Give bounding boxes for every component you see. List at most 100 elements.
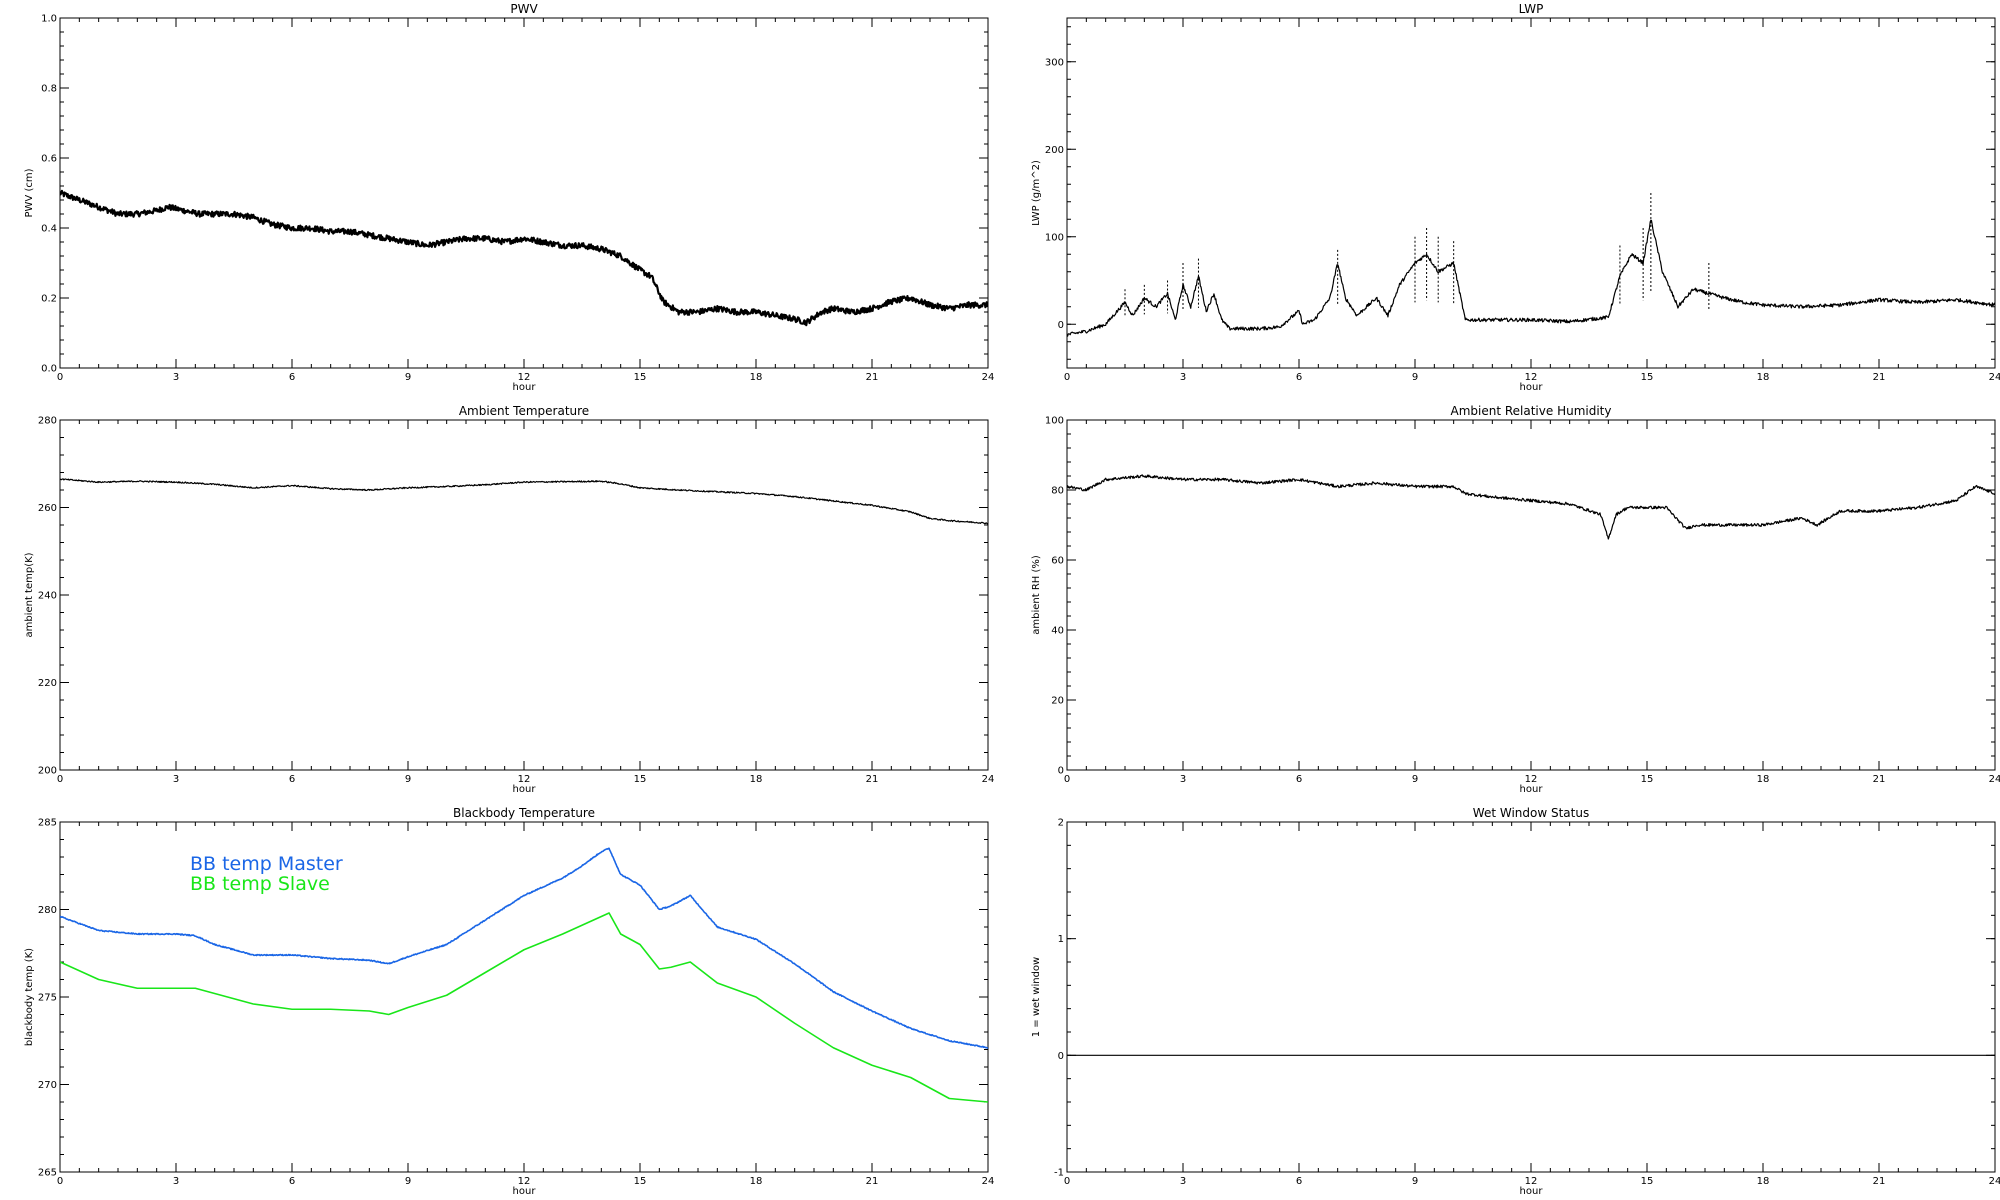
y-tick-label: 0.0 bbox=[41, 364, 57, 375]
x-tick-label: 6 bbox=[289, 774, 295, 785]
x-tick-label: 12 bbox=[1525, 1176, 1538, 1187]
series-line-pwv-0 bbox=[60, 189, 988, 327]
x-tick-label: 18 bbox=[750, 372, 763, 383]
y-tick-label: 40 bbox=[1051, 626, 1064, 637]
x-tick-label: 3 bbox=[1180, 372, 1186, 383]
x-tick-label: 18 bbox=[1757, 1176, 1770, 1187]
y-axis-label: ambient RH (%) bbox=[1031, 555, 1042, 635]
x-tick-label: 3 bbox=[1180, 774, 1186, 785]
x-tick-label: 3 bbox=[1180, 1176, 1186, 1187]
x-tick-label: 24 bbox=[1989, 1176, 2000, 1187]
chart-title: Blackbody Temperature bbox=[453, 806, 595, 820]
x-tick-label: 9 bbox=[1412, 1176, 1418, 1187]
x-tick-label: 24 bbox=[1989, 774, 2000, 785]
y-tick-label: 2 bbox=[1058, 818, 1064, 829]
y-tick-label: -1 bbox=[1054, 1168, 1064, 1179]
y-tick-label: 0.6 bbox=[41, 154, 57, 165]
x-axis-label: hour bbox=[513, 1186, 537, 1197]
plot-frame bbox=[59, 419, 989, 771]
chart-panel-ambient-temp: Ambient Temperature 0 3 6 9 12 15 18 21 24 hour 200… bbox=[24, 404, 994, 795]
x-tick-label: 12 bbox=[518, 1176, 531, 1187]
x-axis-label: hour bbox=[513, 382, 537, 393]
chart-title: Ambient Relative Humidity bbox=[1451, 404, 1612, 418]
plot-area bbox=[60, 478, 988, 525]
y-tick-label: 0.2 bbox=[41, 294, 57, 305]
plot-frame bbox=[59, 17, 989, 369]
x-tick-label: 0 bbox=[57, 1176, 63, 1187]
x-tick-label: 9 bbox=[1412, 372, 1418, 383]
chart-panel-lwp: LWP 0 3 6 9 12 15 18 21 24 hour 0 100 200 300 LWP (g/m^… bbox=[1031, 2, 2000, 393]
legend-entry: BB temp Slave bbox=[190, 873, 330, 895]
x-tick-label: 15 bbox=[1641, 774, 1654, 785]
plot-frame bbox=[1066, 17, 1996, 369]
series-line-bb-temp-1 bbox=[60, 912, 988, 1103]
x-tick-label: 9 bbox=[405, 1176, 411, 1187]
x-tick-label: 0 bbox=[1064, 1176, 1070, 1187]
y-tick-label: 260 bbox=[38, 503, 57, 514]
x-tick-label: 9 bbox=[1412, 774, 1418, 785]
y-tick-label: 20 bbox=[1051, 696, 1064, 707]
x-axis-label: hour bbox=[513, 784, 537, 795]
x-tick-label: 15 bbox=[634, 1176, 647, 1187]
y-tick-label: 280 bbox=[38, 416, 57, 427]
y-tick-label: 200 bbox=[38, 766, 57, 777]
plot-area bbox=[60, 847, 988, 1103]
x-tick-label: 24 bbox=[1989, 372, 2000, 383]
x-tick-label: 0 bbox=[1064, 372, 1070, 383]
series-line-bb-temp-0 bbox=[60, 847, 988, 1049]
series-line-ambient-temp-0 bbox=[60, 478, 988, 525]
x-tick-label: 24 bbox=[982, 1176, 995, 1187]
x-tick-label: 0 bbox=[1064, 774, 1070, 785]
x-tick-label: 24 bbox=[982, 774, 995, 785]
y-tick-label: 0.8 bbox=[41, 84, 57, 95]
x-tick-label: 12 bbox=[1525, 372, 1538, 383]
x-tick-label: 15 bbox=[1641, 372, 1654, 383]
x-tick-label: 15 bbox=[634, 774, 647, 785]
x-tick-label: 3 bbox=[173, 1176, 179, 1187]
x-tick-label: 24 bbox=[982, 372, 995, 383]
x-tick-label: 6 bbox=[1296, 1176, 1302, 1187]
plot-frame bbox=[1066, 419, 1996, 771]
x-tick-label: 21 bbox=[866, 774, 879, 785]
x-tick-label: 12 bbox=[518, 372, 531, 383]
x-tick-label: 12 bbox=[518, 774, 531, 785]
y-tick-label: 240 bbox=[38, 591, 57, 602]
chart-title: Ambient Temperature bbox=[459, 404, 589, 418]
y-tick-label: 100 bbox=[1045, 232, 1064, 243]
x-tick-label: 21 bbox=[1873, 372, 1886, 383]
y-tick-label: 80 bbox=[1051, 486, 1064, 497]
x-axis-label: hour bbox=[1520, 784, 1544, 795]
plot-area bbox=[1067, 474, 1995, 540]
y-tick-label: 100 bbox=[1045, 416, 1064, 427]
x-tick-label: 9 bbox=[405, 774, 411, 785]
y-tick-label: 0 bbox=[1058, 1051, 1064, 1062]
x-tick-label: 6 bbox=[289, 1176, 295, 1187]
y-tick-label: 285 bbox=[38, 818, 57, 829]
x-tick-label: 15 bbox=[634, 372, 647, 383]
plot-area bbox=[1067, 193, 1995, 337]
x-axis-label: hour bbox=[1520, 1186, 1544, 1197]
y-tick-label: 0.4 bbox=[41, 224, 57, 235]
x-tick-label: 21 bbox=[1873, 774, 1886, 785]
y-tick-label: 60 bbox=[1051, 556, 1064, 567]
x-tick-label: 6 bbox=[289, 372, 295, 383]
x-tick-label: 6 bbox=[1296, 774, 1302, 785]
x-tick-label: 18 bbox=[1757, 372, 1770, 383]
x-tick-label: 6 bbox=[1296, 372, 1302, 383]
chart-title: Wet Window Status bbox=[1473, 806, 1589, 820]
y-tick-label: 300 bbox=[1045, 57, 1064, 68]
series-line-ambient-rh-0 bbox=[1067, 474, 1995, 540]
y-axis-label: LWP (g/m^2) bbox=[1031, 160, 1042, 226]
x-tick-label: 18 bbox=[750, 1176, 763, 1187]
y-tick-label: 275 bbox=[38, 993, 57, 1004]
y-tick-label: 280 bbox=[38, 905, 57, 916]
x-tick-label: 21 bbox=[1873, 1176, 1886, 1187]
series-line-lwp-0 bbox=[1067, 219, 1995, 337]
x-tick-label: 18 bbox=[1757, 774, 1770, 785]
chart-panel-pwv: PWV 0 3 6 9 12 15 18 21 24 hour 0.0 0.2 0.4 0.6 0.8 1.0 P… bbox=[24, 2, 994, 393]
x-tick-label: 15 bbox=[1641, 1176, 1654, 1187]
x-tick-label: 12 bbox=[1525, 774, 1538, 785]
y-tick-label: 1.0 bbox=[41, 14, 57, 25]
